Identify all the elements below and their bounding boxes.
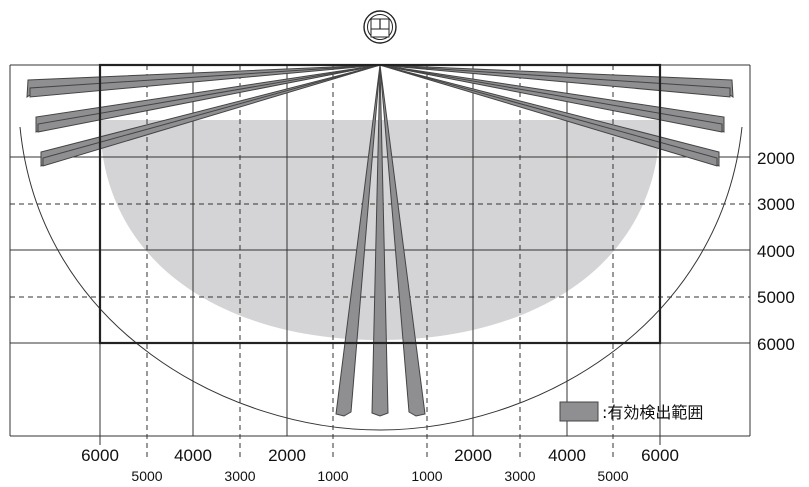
beam-left-2b <box>37 64 381 133</box>
x-label-major: 4000 <box>548 446 586 465</box>
beam-down-left <box>335 64 381 417</box>
y-axis-labels: 2000 3000 4000 5000 6000 <box>757 149 795 354</box>
legend: :有効検出範囲 <box>559 401 703 422</box>
outer-range-arc <box>19 126 743 431</box>
y-label: 6000 <box>757 335 795 354</box>
beam-left-3b <box>42 64 381 167</box>
beam-right-2b <box>379 64 723 133</box>
legend-label: :有効検出範囲 <box>602 403 703 422</box>
x-label-major: 2000 <box>268 446 306 465</box>
y-label: 4000 <box>757 242 795 261</box>
x-label-minor: 3000 <box>504 468 535 484</box>
beam-down-right <box>379 64 426 417</box>
beam-left-1b <box>29 64 381 98</box>
x-label-major: 6000 <box>641 446 679 465</box>
x-axis-minor-labels: 5000 3000 1000 1000 3000 5000 <box>131 468 628 484</box>
x-label-major: 4000 <box>174 446 212 465</box>
x-label-minor: 5000 <box>131 468 162 484</box>
x-label-major: 6000 <box>81 446 119 465</box>
y-label: 2000 <box>757 149 795 168</box>
detection-beams <box>26 64 734 417</box>
ceiling-sensor-icon <box>363 10 397 44</box>
beam-right-1b <box>379 64 731 98</box>
x-axis-major-labels: 6000 4000 2000 2000 4000 6000 <box>81 446 679 465</box>
y-label: 3000 <box>757 195 795 214</box>
beam-right-3b <box>379 64 718 167</box>
legend-swatch <box>559 401 599 422</box>
x-label-minor: 1000 <box>411 468 442 484</box>
x-label-major: 2000 <box>454 446 492 465</box>
beam-down-center <box>371 64 389 417</box>
room-boundary <box>98 63 662 345</box>
x-label-minor: 5000 <box>597 468 628 484</box>
y-label: 5000 <box>757 288 795 307</box>
x-label-minor: 1000 <box>317 468 348 484</box>
x-label-minor: 3000 <box>224 468 255 484</box>
